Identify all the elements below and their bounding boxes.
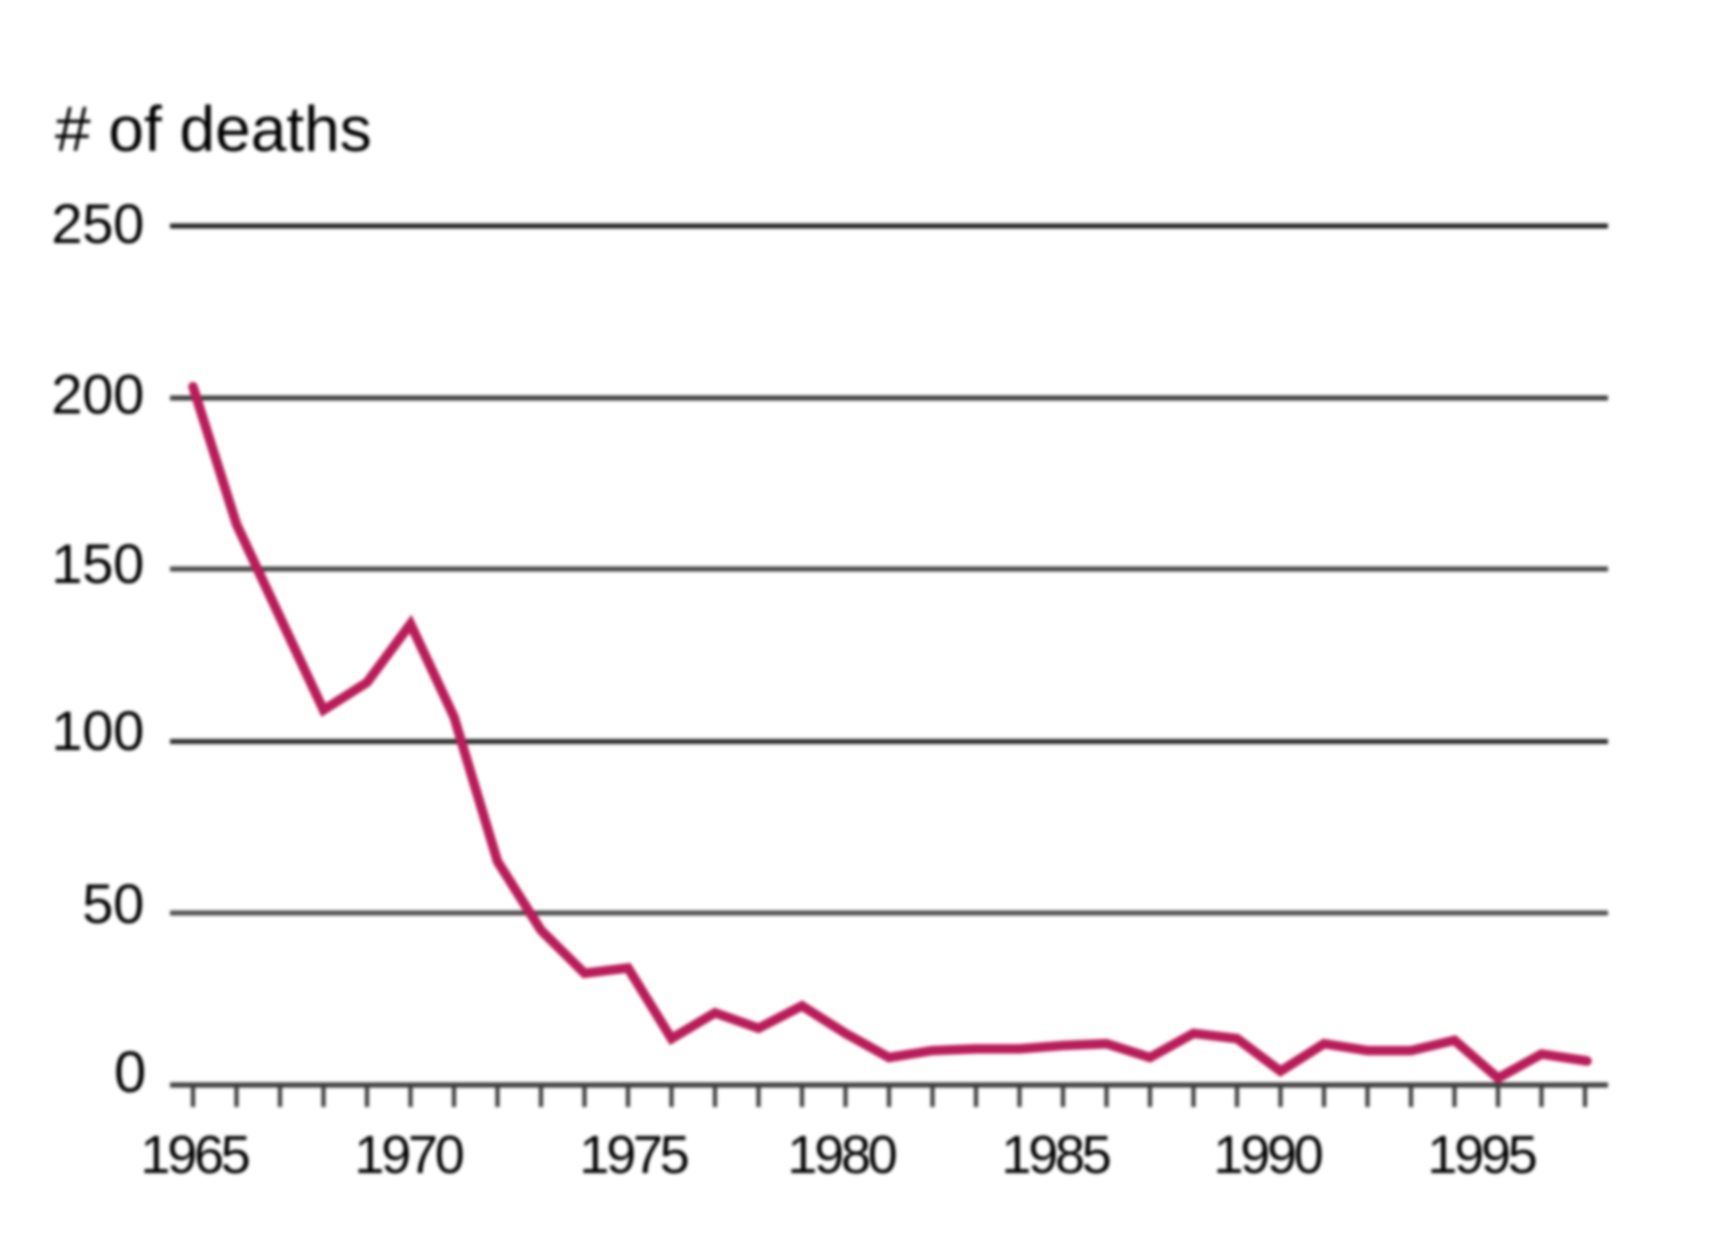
svg-text:1985: 1985 bbox=[1001, 1125, 1109, 1185]
svg-text:0: 0 bbox=[114, 1040, 146, 1105]
svg-text:100: 100 bbox=[51, 699, 144, 762]
svg-text:1980: 1980 bbox=[787, 1125, 895, 1185]
svg-text:200: 200 bbox=[51, 363, 144, 426]
svg-text:1975: 1975 bbox=[579, 1125, 687, 1185]
svg-text:1990: 1990 bbox=[1213, 1125, 1321, 1185]
svg-text:1965: 1965 bbox=[140, 1125, 248, 1185]
svg-text:250: 250 bbox=[51, 192, 144, 255]
svg-text:1995: 1995 bbox=[1427, 1125, 1535, 1185]
svg-text:50: 50 bbox=[82, 872, 144, 935]
svg-text:150: 150 bbox=[51, 532, 144, 595]
svg-text:# of deaths: # of deaths bbox=[55, 93, 372, 165]
svg-text:1970: 1970 bbox=[354, 1125, 462, 1185]
